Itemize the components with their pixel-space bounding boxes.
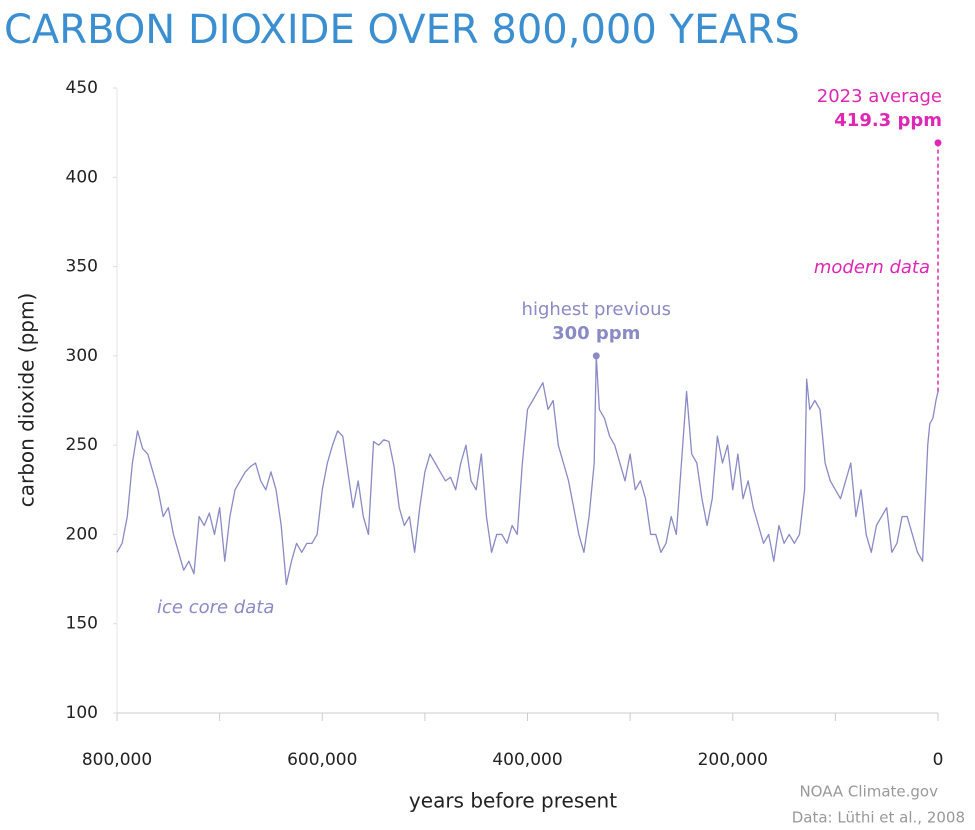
y-tick-label: 250 (66, 435, 98, 455)
y-tick-label: 150 (66, 614, 98, 634)
annotation-dot (592, 352, 600, 360)
y-tick-label: 100 (66, 703, 98, 723)
annotation-dot (934, 139, 942, 147)
x-axis-title: years before present (409, 789, 617, 813)
x-tick-label: 0 (933, 750, 944, 770)
series-line (116, 355, 939, 586)
annotation-text: 2023 average (817, 86, 942, 107)
y-tick-label: 200 (66, 524, 98, 544)
annotation-value: 300 ppm (552, 323, 640, 344)
y-tick-label: 350 (66, 257, 98, 277)
annotation-text: highest previous (522, 299, 671, 320)
x-tick-label: 600,000 (287, 750, 357, 770)
y-tick-label: 450 (66, 78, 98, 98)
source: NOAA Climate.gov (799, 783, 938, 801)
annotation-value: 419.3 ppm (834, 110, 942, 131)
x-tick-label: 400,000 (492, 750, 562, 770)
y-tick-label: 400 (66, 167, 98, 187)
source: Data: Lüthi et al., 2008 (792, 809, 965, 827)
x-tick-label: 200,000 (698, 750, 768, 770)
series-label: modern data (814, 257, 930, 278)
y-axis-title: carbon dioxide (ppm) (15, 293, 39, 508)
x-tick-label: 800,000 (82, 750, 152, 770)
y-tick-label: 300 (66, 346, 98, 366)
chart-title: CARBON DIOXIDE OVER 800,000 YEARS (4, 7, 800, 53)
series-label: ice core data (157, 597, 274, 618)
